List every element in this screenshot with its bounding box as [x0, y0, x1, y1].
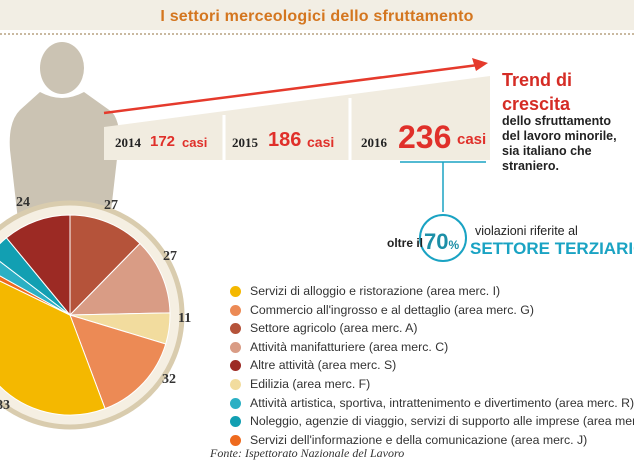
cases-2014: 172	[150, 133, 176, 150]
pie-label-24: 24	[16, 195, 30, 210]
title-divider	[0, 33, 634, 35]
legend-label: Servizi dell'informazione e della comuni…	[250, 432, 588, 447]
pie-slice-3	[68, 242, 171, 316]
legend-label: Attività manifatturiere (area merc. C)	[250, 339, 449, 354]
callout-percent: 70%	[424, 229, 460, 254]
pie-legend: Servizi di alloggio e ristorazione (area…	[228, 282, 634, 449]
pie-slice-4	[5, 214, 71, 317]
legend-item: Settore agricolo (area merc. A)	[228, 319, 634, 338]
legend-label: Commercio all'ingrosso e al dettaglio (a…	[250, 302, 534, 317]
legend-label: Attività artistica, sportiva, intratteni…	[250, 395, 634, 410]
trend-arrow-line	[103, 63, 479, 115]
pie-slices	[0, 214, 171, 416]
trend-band	[104, 76, 490, 160]
trend-arrow-head	[472, 58, 488, 71]
legend-swatch	[230, 341, 241, 353]
cases-unit-2014: casi	[182, 135, 208, 150]
cases-2015: 186	[268, 129, 302, 151]
trend-description: dello sfruttamento del lavoro minorile, …	[502, 114, 617, 173]
cases-unit-2016: casi	[457, 131, 487, 148]
legend-swatch	[230, 304, 241, 316]
pie-label-11: 11	[178, 311, 192, 326]
cases-2016: 236	[398, 119, 452, 155]
pie-slice-2	[69, 214, 141, 317]
legend-label: Noleggio, agenzie di viaggio, servizi di…	[250, 414, 634, 429]
legend-item: Attività artistica, sportiva, intratteni…	[228, 394, 634, 413]
cases-unit-2015: casi	[307, 134, 335, 150]
legend-label: Altre attività (area merc. S)	[250, 358, 397, 373]
pie-label-27a: 27	[104, 198, 118, 213]
pie-slice-1	[69, 314, 167, 410]
year-2015: 2015	[232, 135, 258, 150]
legend-item: Commercio all'ingrosso e al dettaglio (a…	[228, 301, 634, 320]
pie-label-32: 32	[162, 372, 176, 387]
percent-ring	[419, 214, 467, 262]
year-2014: 2014	[115, 135, 141, 150]
title-band	[0, 0, 634, 30]
legend-swatch	[230, 378, 241, 390]
year-2016: 2016	[361, 135, 387, 150]
pie-label-27b: 27	[163, 249, 177, 264]
legend-swatch	[230, 397, 241, 409]
legend-swatch	[230, 434, 241, 446]
legend-swatch	[230, 286, 241, 297]
legend-label: Edilizia (area merc. F)	[250, 376, 371, 391]
source-note: Fonte: Ispettorato Nazionale del Lavoro	[210, 446, 405, 460]
legend-swatch	[230, 323, 241, 335]
legend-label: Settore agricolo (area merc. A)	[250, 321, 418, 336]
legend-item: Noleggio, agenzie di viaggio, servizi di…	[228, 412, 634, 431]
legend-item: Servizi dell'informazione e della comuni…	[228, 431, 634, 450]
callout-sector: SETTORE TERZIARIO	[470, 239, 634, 258]
pie-label-83: 83	[0, 398, 10, 413]
legend-swatch	[230, 416, 241, 428]
pie-slice-0	[0, 280, 106, 416]
legend-item: Edilizia (area merc. F)	[228, 375, 634, 394]
callout-prefix: oltre il	[387, 236, 424, 250]
legend-swatch	[230, 360, 241, 372]
callout-text: violazioni riferite al	[475, 224, 578, 238]
page-title: I settori merceologici dello sfruttament…	[160, 8, 474, 25]
legend-item: Servizi di alloggio e ristorazione (area…	[228, 282, 634, 301]
legend-label: Servizi di alloggio e ristorazione (area…	[250, 284, 501, 298]
legend-item: Attività manifatturiere (area merc. C)	[228, 338, 634, 357]
legend-item: Altre attività (area merc. S)	[228, 356, 634, 375]
trend-title: Trend di crescita	[502, 70, 573, 114]
